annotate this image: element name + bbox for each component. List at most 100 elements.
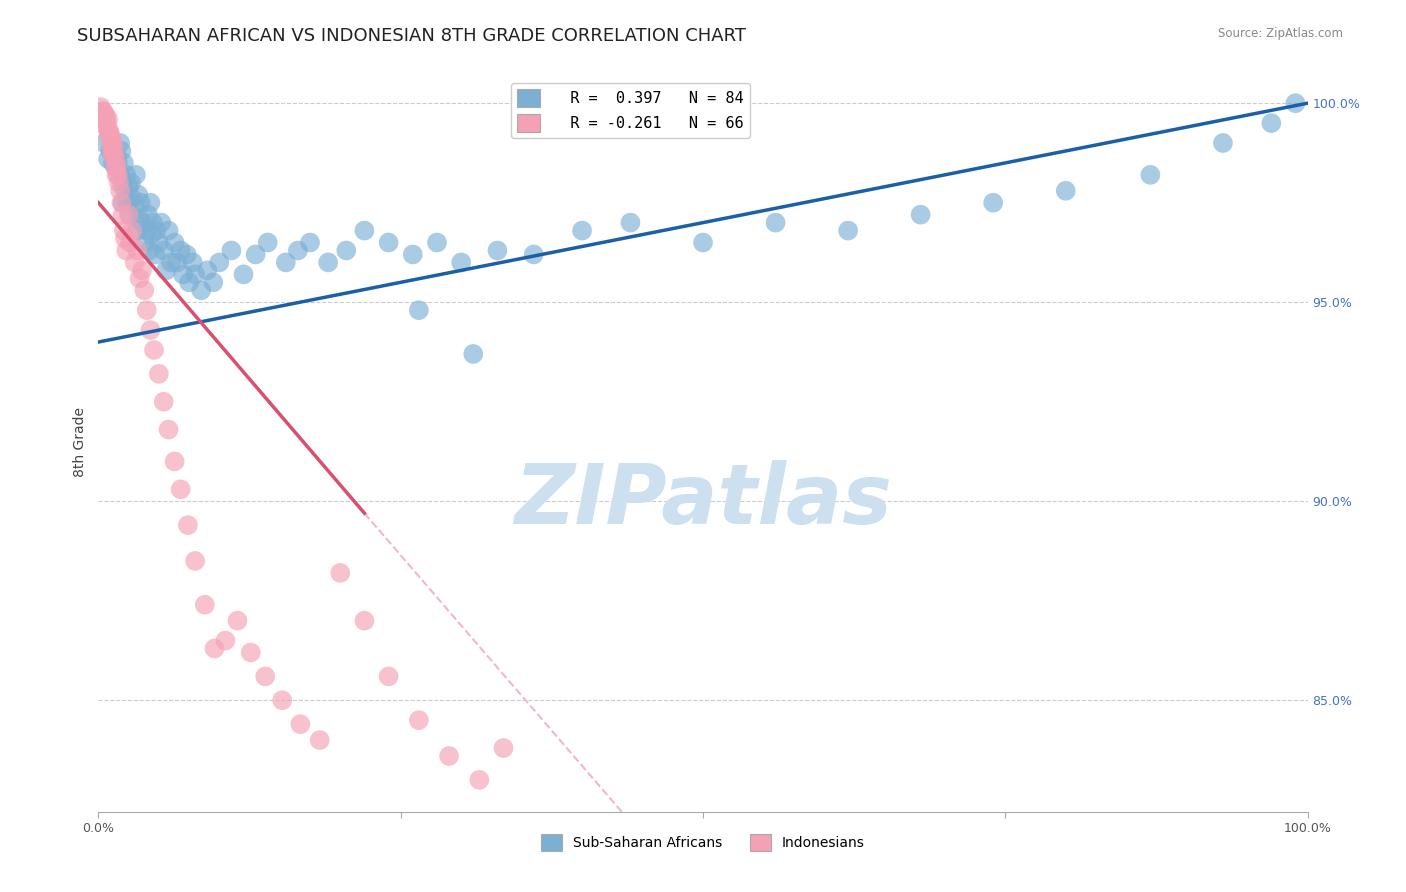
Point	[492, 741, 515, 756]
Point	[100, 144, 122, 158]
Point	[254, 669, 277, 683]
Point	[108, 168, 131, 182]
Point	[402, 247, 425, 261]
Point	[107, 156, 129, 170]
Point	[141, 227, 163, 242]
Point	[377, 669, 399, 683]
Point	[96, 116, 118, 130]
Point	[121, 223, 143, 237]
Point	[127, 187, 149, 202]
Point	[152, 244, 174, 258]
Point	[287, 244, 309, 258]
Point	[115, 244, 138, 258]
Point	[114, 184, 136, 198]
Point	[94, 108, 117, 122]
Point	[90, 100, 112, 114]
Point	[107, 168, 129, 182]
Point	[204, 641, 226, 656]
Point	[131, 263, 153, 277]
Point	[97, 152, 120, 166]
Point	[104, 160, 127, 174]
Point	[124, 255, 146, 269]
Point	[97, 112, 120, 127]
Point	[163, 235, 186, 250]
Point	[765, 216, 787, 230]
Point	[93, 108, 115, 122]
Point	[131, 216, 153, 230]
Point	[100, 136, 122, 150]
Point	[169, 483, 191, 497]
Point	[176, 247, 198, 261]
Point	[308, 733, 330, 747]
Point	[226, 614, 249, 628]
Point	[1260, 116, 1282, 130]
Point	[93, 112, 115, 127]
Point	[108, 176, 131, 190]
Point	[135, 303, 157, 318]
Point	[100, 144, 122, 158]
Point	[111, 208, 134, 222]
Point	[408, 303, 430, 318]
Point	[353, 614, 375, 628]
Point	[105, 160, 128, 174]
Point	[290, 717, 312, 731]
Point	[463, 347, 485, 361]
Point	[157, 423, 180, 437]
Point	[202, 276, 225, 290]
Point	[353, 223, 375, 237]
Point	[148, 367, 170, 381]
Point	[136, 208, 159, 222]
Y-axis label: 8th Grade: 8th Grade	[73, 407, 87, 476]
Point	[112, 223, 135, 237]
Point	[619, 216, 641, 230]
Point	[139, 195, 162, 210]
Point	[117, 195, 139, 210]
Point	[100, 128, 122, 142]
Point	[239, 646, 262, 660]
Point	[112, 156, 135, 170]
Point	[692, 235, 714, 250]
Point	[111, 195, 134, 210]
Legend: Sub-Saharan Africans, Indonesians: Sub-Saharan Africans, Indonesians	[536, 829, 870, 856]
Point	[101, 136, 124, 150]
Point	[110, 144, 132, 158]
Point	[108, 184, 131, 198]
Point	[143, 247, 166, 261]
Point	[329, 566, 352, 580]
Point	[1284, 96, 1306, 111]
Point	[837, 223, 859, 237]
Point	[148, 235, 170, 250]
Point	[114, 231, 136, 245]
Point	[214, 633, 236, 648]
Point	[124, 200, 146, 214]
Point	[118, 208, 141, 222]
Point	[138, 244, 160, 258]
Point	[1139, 168, 1161, 182]
Point	[104, 152, 127, 166]
Point	[108, 136, 131, 150]
Point	[97, 124, 120, 138]
Point	[155, 263, 177, 277]
Point	[208, 255, 231, 269]
Point	[128, 271, 150, 285]
Point	[184, 554, 207, 568]
Point	[335, 244, 357, 258]
Point	[232, 268, 254, 282]
Point	[118, 179, 141, 194]
Point	[127, 244, 149, 258]
Point	[150, 216, 173, 230]
Point	[408, 713, 430, 727]
Point	[377, 235, 399, 250]
Point	[571, 223, 593, 237]
Point	[105, 168, 128, 182]
Point	[111, 176, 134, 190]
Point	[127, 223, 149, 237]
Point	[179, 276, 201, 290]
Point	[121, 192, 143, 206]
Point	[134, 283, 156, 297]
Point	[160, 255, 183, 269]
Point	[163, 454, 186, 468]
Point	[157, 223, 180, 237]
Point	[143, 343, 166, 357]
Point	[100, 132, 122, 146]
